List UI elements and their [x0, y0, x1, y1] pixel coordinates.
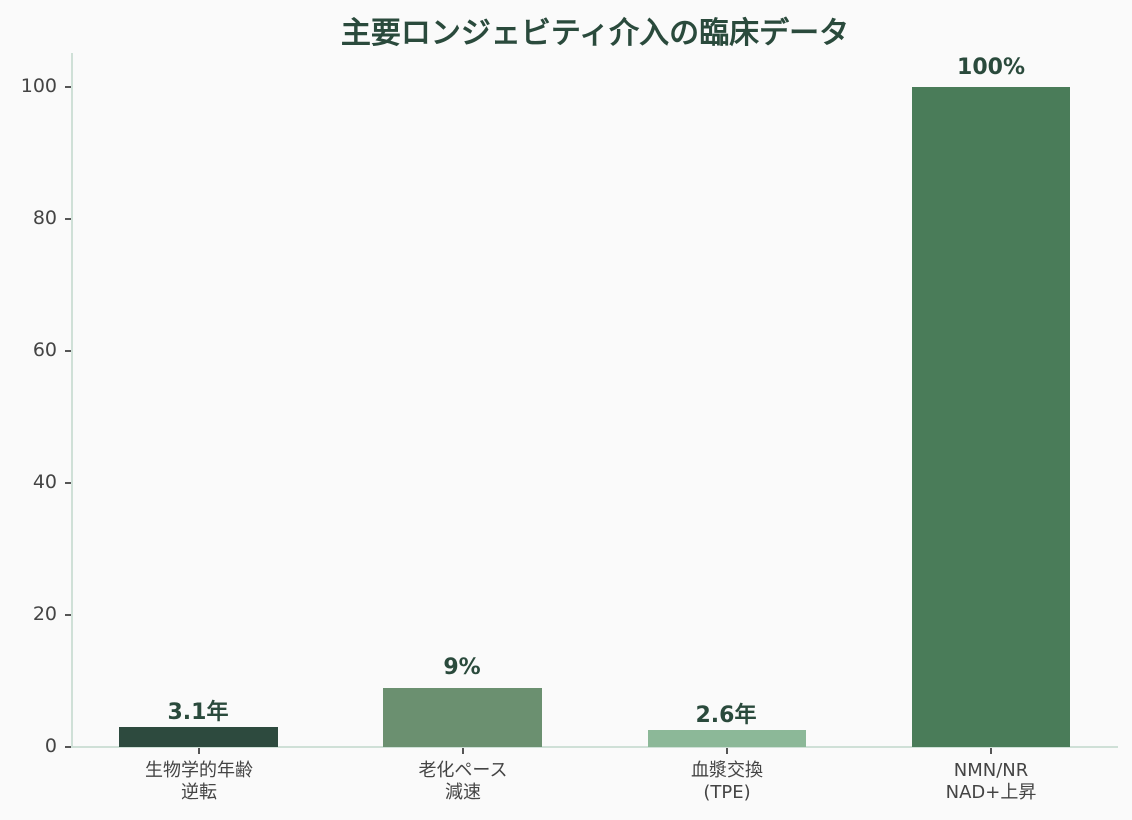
- bar-aging-pace-slowdown: [383, 688, 542, 747]
- x-label-line: 減速: [445, 782, 481, 803]
- y-tick: [65, 86, 71, 88]
- bar-plasma-exchange: [648, 730, 806, 747]
- x-tick: [462, 748, 464, 754]
- x-label-line: 逆転: [181, 782, 217, 803]
- y-tick: [65, 218, 71, 220]
- x-tick-label: NMN/NR NAD+上昇: [881, 760, 1101, 804]
- y-tick: [65, 482, 71, 484]
- x-tick-label: 血漿交換 (TPE): [617, 760, 837, 804]
- x-tick: [198, 748, 200, 754]
- x-tick-label: 生物学的年齢 逆転: [89, 760, 309, 804]
- bar-value-label: 3.1年: [167, 700, 229, 725]
- y-tick-label: 40: [32, 471, 57, 493]
- x-label-line: (TPE): [703, 782, 751, 803]
- bar-biological-age-reversal: [119, 727, 278, 747]
- y-tick-label: 20: [32, 603, 57, 625]
- x-axis-line: [71, 746, 1118, 748]
- y-tick: [65, 350, 71, 352]
- y-axis-line: [71, 53, 73, 748]
- x-tick: [726, 748, 728, 754]
- y-tick-label: 0: [44, 735, 57, 757]
- x-label-line: 老化ペース: [418, 760, 508, 781]
- y-tick-label: 100: [20, 75, 57, 97]
- y-tick-label: 80: [32, 207, 57, 229]
- x-tick-label: 老化ペース 減速: [353, 760, 573, 804]
- x-label-line: 生物学的年齢: [145, 760, 253, 781]
- y-tick: [65, 614, 71, 616]
- x-tick: [990, 748, 992, 754]
- bar-value-label: 100%: [957, 55, 1025, 80]
- chart-title: 主要ロンジェビティ介入の臨床データ: [340, 16, 850, 51]
- bar-value-label: 9%: [443, 655, 481, 680]
- y-tick-label: 60: [32, 339, 57, 361]
- bar-value-label: 2.6年: [695, 703, 757, 728]
- bar-nmn-nr-nad: [912, 87, 1070, 747]
- x-label-line: NMN/NR: [953, 760, 1029, 781]
- y-tick: [65, 746, 71, 748]
- x-label-line: NAD+上昇: [945, 782, 1037, 803]
- x-label-line: 血漿交換: [691, 760, 763, 781]
